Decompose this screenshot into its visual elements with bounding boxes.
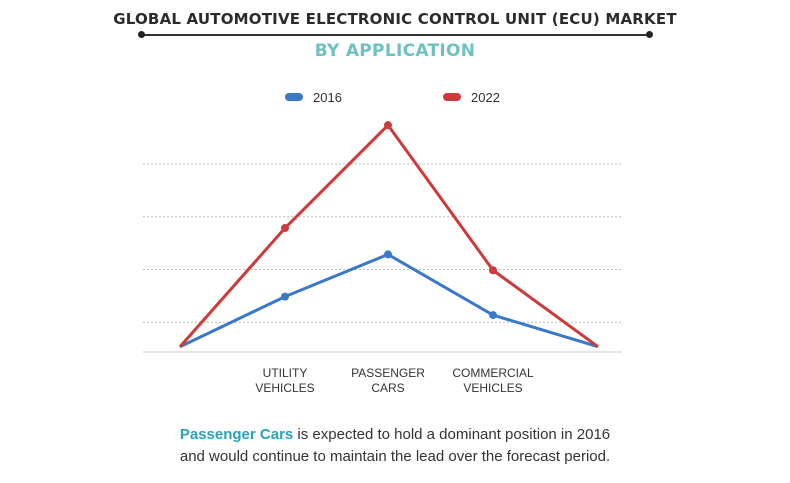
legend-item-2016: 2016: [285, 88, 342, 106]
x-tick-label: UTILITY VEHICLES: [255, 366, 315, 395]
data-point-2022-3: [489, 266, 497, 275]
divider-right-dot: [646, 31, 653, 38]
x-tick-label: PASSENGER CARS: [351, 366, 425, 395]
legend-swatch-2016: [285, 93, 303, 101]
divider-left-dot: [138, 31, 145, 38]
caption-line-1-rest: is expected to hold a dominant position …: [293, 426, 611, 443]
series-line-2022: [178, 123, 599, 348]
legend-label-2022: 2022: [471, 89, 500, 105]
data-point-2016-1: [281, 292, 289, 301]
legend-label-2016: 2016: [313, 89, 342, 105]
chart-subtitle: BY APPLICATION: [314, 41, 476, 61]
caption-highlight: Passenger Cars: [179, 426, 294, 443]
legend-item-2022: 2022: [443, 88, 500, 106]
data-point-2022-2: [384, 121, 392, 130]
chart-title: GLOBAL AUTOMOTIVE ELECTRONIC CONTROL UNI…: [113, 10, 677, 28]
caption-line-1: Passenger Cars is expected to hold a dom…: [0, 424, 790, 446]
legend-swatch-2022: [443, 93, 461, 101]
caption-line-2: and would continue to maintain the lead …: [179, 448, 611, 465]
title-divider: [141, 34, 650, 36]
data-point-2016-3: [489, 311, 497, 320]
chart-caption: Passenger Cars is expected to hold a dom…: [0, 424, 790, 468]
data-point-2016-2: [384, 250, 392, 259]
x-tick-label: COMMERCIAL VEHICLES: [452, 366, 534, 395]
data-point-2022-1: [281, 224, 289, 233]
